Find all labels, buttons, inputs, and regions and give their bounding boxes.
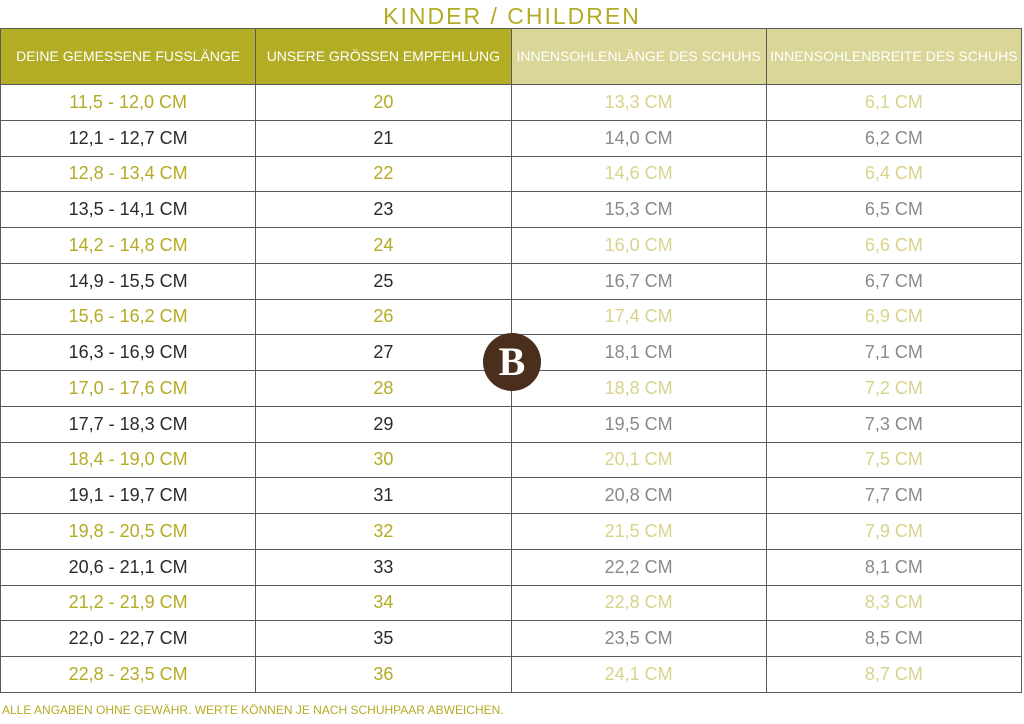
table-cell: 6,7 CM: [765, 262, 1023, 300]
table-row: 14,9 - 15,5 CM 25 16,7 CM 6,7 CM: [0, 262, 1023, 300]
table-cell: 21: [255, 119, 512, 157]
table-cell: 20,1 CM: [510, 441, 767, 479]
column-header: DEINE GEMESSENE FUSSLÄNGE: [0, 28, 257, 85]
table-cell: 35: [255, 620, 512, 657]
table-row: 17,7 - 18,3 CM 29 19,5 CM 7,3 CM: [0, 405, 1023, 443]
table-cell: 23: [255, 191, 512, 228]
table-cell: 13,3 CM: [510, 84, 767, 121]
table-cell: 15,6 - 16,2 CM: [0, 298, 257, 336]
table-row: 19,8 - 20,5 CM 32 21,5 CM 7,9 CM: [0, 513, 1023, 550]
table-cell: 18,4 - 19,0 CM: [0, 441, 257, 479]
table-cell: 25: [255, 262, 512, 300]
title: KINDER / CHILDREN: [383, 3, 641, 29]
table-cell: 20,6 - 21,1 CM: [0, 548, 257, 586]
table-cell: 33: [255, 548, 512, 586]
table-body: 11,5 - 12,0 CM 20 13,3 CM 6,1 CM 12,1 - 12,7…: [0, 84, 1023, 693]
table-cell: 17,7 - 18,3 CM: [0, 405, 257, 443]
table-cell: 31: [255, 477, 512, 514]
table-cell: 6,2 CM: [765, 119, 1023, 157]
table-cell: 14,0 CM: [510, 119, 767, 157]
column-header: INNENSOHLENBREITE DES SCHUHS: [765, 28, 1023, 85]
table-cell: 8,7 CM: [765, 656, 1023, 693]
table-cell: 22,2 CM: [510, 548, 767, 586]
table-cell: 7,5 CM: [765, 441, 1023, 479]
table-cell: 24,1 CM: [510, 656, 767, 693]
table-cell: 7,1 CM: [765, 334, 1023, 371]
table-row: 21,2 - 21,9 CM 34 22,8 CM 8,3 CM: [0, 584, 1023, 622]
table-cell: 13,5 - 14,1 CM: [0, 191, 257, 228]
table-cell: 21,5 CM: [510, 513, 767, 550]
table-cell: 15,3 CM: [510, 191, 767, 228]
footnote: ALLE ANGABEN OHNE GEWÄHR. WERTE KÖNNEN J…: [2, 703, 504, 717]
size-table: DEINE GEMESSENE FUSSLÄNGE UNSERE GRÖSSEN …: [0, 28, 1023, 693]
table-cell: 34: [255, 584, 512, 622]
table-cell: 27: [255, 334, 512, 371]
table-cell: 8,3 CM: [765, 584, 1023, 622]
table-cell: 22,0 - 22,7 CM: [0, 620, 257, 657]
table-cell: 18,1 CM: [510, 334, 767, 371]
table-cell: 12,8 - 13,4 CM: [0, 155, 257, 193]
table-cell: 8,5 CM: [765, 620, 1023, 657]
table-row: 12,8 - 13,4 CM 22 14,6 CM 6,4 CM: [0, 155, 1023, 193]
table-row: 13,5 - 14,1 CM 23 15,3 CM 6,5 CM: [0, 191, 1023, 228]
table-row: 14,2 - 14,8 CM 24 16,0 CM 6,6 CM: [0, 227, 1023, 264]
table-cell: 7,2 CM: [765, 370, 1023, 407]
table-row: 20,6 - 21,1 CM 33 22,2 CM 8,1 CM: [0, 548, 1023, 586]
table-row: 19,1 - 19,7 CM 31 20,8 CM 7,7 CM: [0, 477, 1023, 514]
table-cell: 8,1 CM: [765, 548, 1023, 586]
table-cell: 6,1 CM: [765, 84, 1023, 121]
table-cell: 29: [255, 405, 512, 443]
table-cell: 6,5 CM: [765, 191, 1023, 228]
table-cell: 6,6 CM: [765, 227, 1023, 264]
table-cell: 32: [255, 513, 512, 550]
table-cell: 7,3 CM: [765, 405, 1023, 443]
table-cell: 16,3 - 16,9 CM: [0, 334, 257, 371]
table-cell: 14,9 - 15,5 CM: [0, 262, 257, 300]
table-cell: 19,5 CM: [510, 405, 767, 443]
table-cell: 23,5 CM: [510, 620, 767, 657]
table-cell: 19,1 - 19,7 CM: [0, 477, 257, 514]
table-cell: 17,4 CM: [510, 298, 767, 336]
table-cell: 22,8 - 23,5 CM: [0, 656, 257, 693]
table-cell: 28: [255, 370, 512, 407]
table-cell: 14,6 CM: [510, 155, 767, 193]
table-cell: 22: [255, 155, 512, 193]
column-header: UNSERE GRÖSSEN EMPFEHLUNG: [255, 28, 512, 85]
table-cell: 24: [255, 227, 512, 264]
table-cell: 12,1 - 12,7 CM: [0, 119, 257, 157]
table-row: 22,0 - 22,7 CM 35 23,5 CM 8,5 CM: [0, 620, 1023, 657]
table-row: 12,1 - 12,7 CM 21 14,0 CM 6,2 CM: [0, 119, 1023, 157]
table-cell: 19,8 - 20,5 CM: [0, 513, 257, 550]
logo: B: [483, 333, 541, 391]
table-cell: 20: [255, 84, 512, 121]
table-row: 22,8 - 23,5 CM 36 24,1 CM 8,7 CM: [0, 656, 1023, 693]
table-row: 11,5 - 12,0 CM 20 13,3 CM 6,1 CM: [0, 84, 1023, 121]
table-cell: 16,7 CM: [510, 262, 767, 300]
header-row: DEINE GEMESSENE FUSSLÄNGE UNSERE GRÖSSEN …: [0, 28, 1023, 85]
table-cell: 6,9 CM: [765, 298, 1023, 336]
table-cell: 14,2 - 14,8 CM: [0, 227, 257, 264]
table-cell: 18,8 CM: [510, 370, 767, 407]
table-cell: 7,7 CM: [765, 477, 1023, 514]
table-cell: 17,0 - 17,6 CM: [0, 370, 257, 407]
table-cell: 21,2 - 21,9 CM: [0, 584, 257, 622]
table-cell: 11,5 - 12,0 CM: [0, 84, 257, 121]
table-cell: 16,0 CM: [510, 227, 767, 264]
table-cell: 20,8 CM: [510, 477, 767, 514]
table-row: 18,4 - 19,0 CM 30 20,1 CM 7,5 CM: [0, 441, 1023, 479]
table-cell: 7,9 CM: [765, 513, 1023, 550]
table-cell: 30: [255, 441, 512, 479]
column-header: INNENSOHLENLÄNGE DES SCHUHS: [510, 28, 767, 85]
table-cell: 36: [255, 656, 512, 693]
table-row: 15,6 - 16,2 CM 26 17,4 CM 6,9 CM: [0, 298, 1023, 336]
table-cell: 6,4 CM: [765, 155, 1023, 193]
table-cell: 22,8 CM: [510, 584, 767, 622]
table-cell: 26: [255, 298, 512, 336]
